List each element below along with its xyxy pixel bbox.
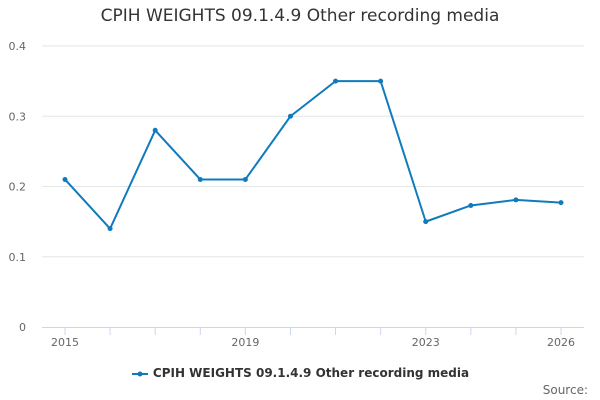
y-tick-label: 0.4	[9, 40, 27, 53]
series-line	[64, 80, 562, 230]
data-point	[558, 200, 564, 206]
data-point	[378, 78, 384, 84]
data-point	[333, 78, 339, 84]
line-chart: 0 0.1 0.2 0.3 0.4 2015 2019 2023 2026	[9, 40, 584, 349]
legend-series-symbol	[131, 371, 148, 376]
chart-title: CPIH WEIGHTS 09.1.4.9 Other recording me…	[100, 6, 500, 26]
data-point	[242, 176, 248, 182]
x-tick-label: 2023	[412, 336, 440, 349]
x-tick-label: 2026	[547, 336, 575, 349]
data-point	[287, 113, 293, 119]
data-point	[152, 127, 158, 133]
y-tick-label: 0.1	[9, 251, 27, 264]
y-tick-label: 0.2	[9, 181, 27, 194]
legend-series-label: CPIH WEIGHTS 09.1.4.9 Other recording me…	[152, 366, 470, 380]
y-tick-label: 0	[19, 321, 26, 334]
y-tick-label: 0.3	[9, 110, 27, 123]
data-point	[107, 226, 113, 232]
data-point	[62, 176, 68, 182]
data-point	[513, 197, 519, 203]
x-tick-label: 2015	[51, 336, 79, 349]
data-point	[468, 202, 474, 208]
legend[interactable]: CPIH WEIGHTS 09.1.4.9 Other recording me…	[0, 366, 600, 380]
x-tick-label: 2019	[231, 336, 259, 349]
credits[interactable]: Source:	[542, 383, 588, 397]
data-point	[423, 219, 429, 225]
data-point	[197, 176, 203, 182]
